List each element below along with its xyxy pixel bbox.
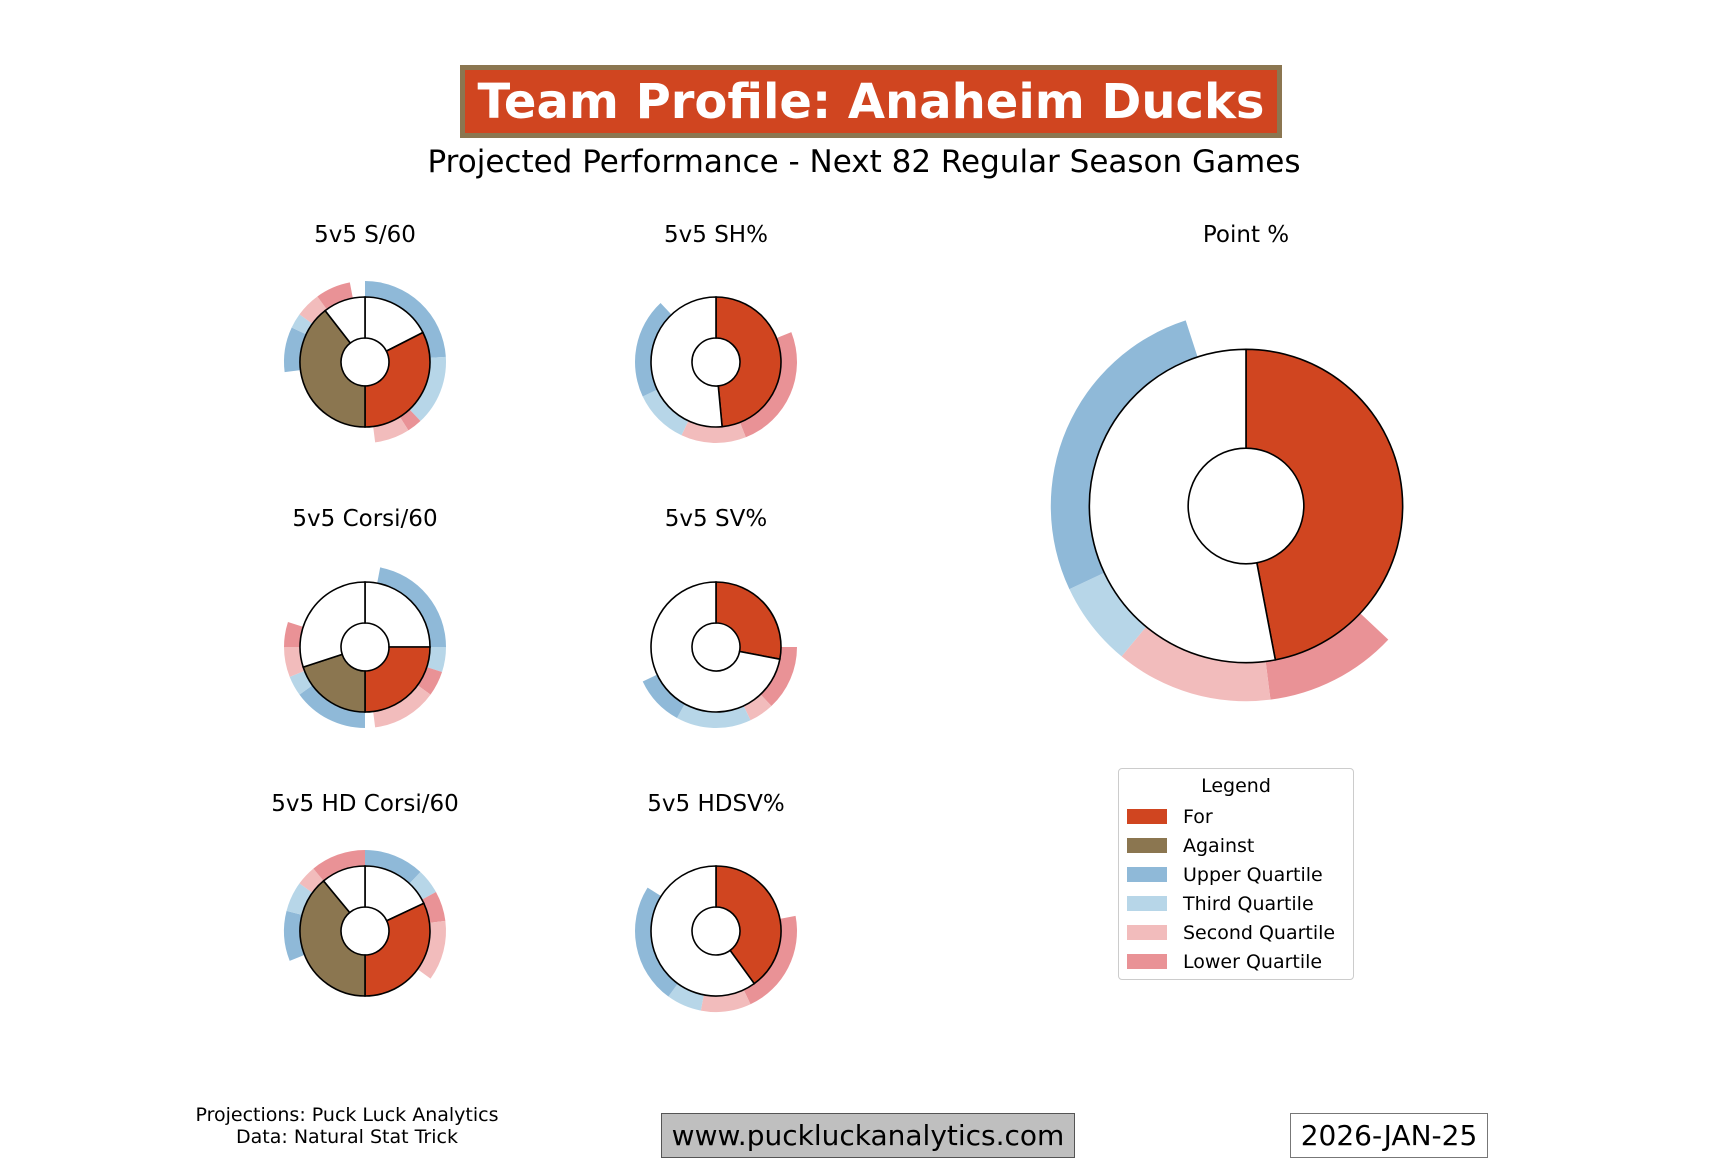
slice-against-5v5-hd-corsi-60-2 xyxy=(299,879,366,997)
legend-swatch-against xyxy=(1127,838,1167,853)
quartile-segment-second-5v5-hdsv-pct-2 xyxy=(700,989,751,1012)
legend-label-for: For xyxy=(1183,805,1213,828)
donut-chart-5v5-hdsv-pct: 5v5 HDSV% xyxy=(635,791,797,1012)
quartile-segment-lower-5v5-hd-corsi-60-8 xyxy=(313,850,365,881)
quartile-segment-lower-5v5-s-60-8 xyxy=(317,282,353,310)
quartile-segment-lower-5v5-hd-corsi-60-2 xyxy=(421,891,446,923)
quartile-segment-upper-5v5-hdsv-pct-4 xyxy=(635,887,678,997)
quartile-segment-third-5v5-s-60-6 xyxy=(291,314,313,335)
page-subtitle: Projected Performance - Next 82 Regular … xyxy=(427,144,1301,180)
chart-title-5v5-hdsv-pct: 5v5 HDSV% xyxy=(647,791,784,817)
quartile-segment-second-5v5-corsi-60-4 xyxy=(373,685,431,728)
slice-for-5v5-hd-corsi-60-1 xyxy=(364,902,431,997)
slice-against-empty-point-pct-1 xyxy=(1088,348,1277,664)
quartile-segment-upper-5v5-sh-pct-4 xyxy=(635,302,672,397)
quartile-segment-second-5v5-s-60-3 xyxy=(373,416,409,443)
legend-item-against: Against xyxy=(1127,831,1345,860)
legend-label-upper-quartile: Upper Quartile xyxy=(1183,863,1323,886)
footer-data-source: Data: Natural Stat Trick xyxy=(236,1126,458,1148)
quartile-segment-third-point-pct-3 xyxy=(1069,572,1147,657)
legend-item-second-quartile: Second Quartile xyxy=(1127,918,1345,947)
quartile-segment-upper-5v5-sv-pct-4 xyxy=(642,674,685,718)
footer-projections: Projections: Puck Luck Analytics xyxy=(195,1104,499,1126)
quartile-segment-upper-5v5-corsi-60-6 xyxy=(299,685,365,728)
slice-for-5v5-hdsv-pct-0 xyxy=(715,865,782,985)
chart-title-5v5-s-60: 5v5 S/60 xyxy=(314,222,416,248)
legend-swatch-lower-quartile xyxy=(1127,954,1167,969)
legend: Legend For Against Upper Quartile Third … xyxy=(1118,768,1354,980)
quartile-segment-third-5v5-sv-pct-3 xyxy=(676,703,751,728)
slice-for-empty-5v5-corsi-60-0 xyxy=(364,581,431,648)
slice-against-empty-5v5-sh-pct-1 xyxy=(650,296,723,428)
chart-title-5v5-corsi-60: 5v5 Corsi/60 xyxy=(292,506,437,532)
slice-against-5v5-corsi-60-2 xyxy=(302,653,366,713)
quartile-segment-second-5v5-s-60-7 xyxy=(299,296,327,324)
quartile-segment-second-point-pct-2 xyxy=(1121,626,1271,702)
legend-item-lower-quartile: Lower Quartile xyxy=(1127,947,1345,976)
quartile-segment-lower-point-pct-1 xyxy=(1265,613,1389,700)
donut-chart-5v5-corsi-60: 5v5 Corsi/60 xyxy=(284,506,446,728)
slice-against-empty-5v5-sv-pct-1 xyxy=(650,581,781,713)
quartile-segment-third-5v5-hd-corsi-60-6 xyxy=(286,883,313,915)
legend-title: Legend xyxy=(1201,775,1271,797)
quartile-segment-upper-5v5-hd-corsi-60-5 xyxy=(284,910,305,961)
slice-against-5v5-s-60-2 xyxy=(299,309,366,428)
donut-chart-5v5-sv-pct: 5v5 SV% xyxy=(642,506,797,728)
quartile-segment-upper-5v5-s-60-0 xyxy=(365,281,446,358)
legend-item-third-quartile: Third Quartile xyxy=(1127,889,1345,918)
slice-against-empty-5v5-hd-corsi-60-3 xyxy=(322,865,366,914)
chart-title-5v5-sh-pct: 5v5 SH% xyxy=(664,222,768,248)
footer-date: 2026-JAN-25 xyxy=(1290,1113,1488,1158)
quartile-segment-upper-point-pct-4 xyxy=(1050,320,1198,590)
quartile-segment-third-5v5-hd-corsi-60-1 xyxy=(409,871,436,900)
donut-chart-point-pct: Point % xyxy=(1050,222,1404,702)
donut-chart-5v5-hd-corsi-60: 5v5 HD Corsi/60 xyxy=(271,791,459,997)
legend-label-lower-quartile: Lower Quartile xyxy=(1183,950,1323,973)
slice-for-point-pct-0 xyxy=(1245,348,1404,661)
page-title: Team Profile: Anaheim Ducks xyxy=(460,65,1282,138)
slice-against-empty-5v5-corsi-60-3 xyxy=(299,581,366,669)
slice-for-5v5-s-60-1 xyxy=(364,331,431,428)
legend-item-for: For xyxy=(1127,802,1345,831)
donut-chart-5v5-sh-pct: 5v5 SH% xyxy=(635,222,797,443)
legend-item-upper-quartile: Upper Quartile xyxy=(1127,860,1345,889)
legend-swatch-for xyxy=(1127,809,1167,824)
quartile-segment-third-5v5-sh-pct-3 xyxy=(642,389,689,436)
footer-credits: Projections: Puck Luck Analytics Data: N… xyxy=(150,1104,544,1148)
legend-label-against: Against xyxy=(1183,834,1255,857)
slice-against-empty-5v5-s-60-3 xyxy=(324,296,366,345)
slice-against-empty-5v5-hdsv-pct-1 xyxy=(650,865,756,997)
legend-label-third-quartile: Third Quartile xyxy=(1183,892,1314,915)
donut-chart-5v5-s-60: 5v5 S/60 xyxy=(284,222,446,443)
quartile-segment-upper-5v5-s-60-5 xyxy=(284,327,307,373)
quartile-segment-lower-5v5-s-60-2 xyxy=(399,409,421,431)
slice-for-5v5-sv-pct-0 xyxy=(715,581,782,661)
legend-swatch-upper-quartile xyxy=(1127,867,1167,882)
legend-label-second-quartile: Second Quartile xyxy=(1183,921,1336,944)
legend-swatch-second-quartile xyxy=(1127,925,1167,940)
quartile-segment-lower-5v5-sv-pct-1 xyxy=(760,647,797,707)
quartile-segment-lower-5v5-corsi-60-3 xyxy=(417,667,443,695)
slice-for-5v5-corsi-60-1 xyxy=(364,646,431,713)
slice-for-5v5-sh-pct-0 xyxy=(715,296,782,428)
quartile-segment-second-5v5-corsi-60-8 xyxy=(284,647,305,677)
chart-title-5v5-hd-corsi-60: 5v5 HD Corsi/60 xyxy=(271,791,458,817)
footer-url[interactable]: www.puckluckanalytics.com xyxy=(661,1113,1075,1158)
quartile-segment-lower-5v5-corsi-60-9 xyxy=(284,621,304,647)
quartile-segment-second-5v5-sv-pct-2 xyxy=(743,694,772,721)
quartile-segment-third-5v5-s-60-1 xyxy=(409,356,446,422)
chart-title-5v5-sv-pct: 5v5 SV% xyxy=(665,506,767,532)
quartile-segment-upper-5v5-hd-corsi-60-0 xyxy=(365,850,421,884)
quartile-segment-second-5v5-hd-corsi-60-3 xyxy=(417,920,447,979)
quartile-segment-third-5v5-hdsv-pct-3 xyxy=(668,983,704,1011)
legend-swatch-third-quartile xyxy=(1127,896,1167,911)
quartile-segment-upper-5v5-corsi-60-1 xyxy=(377,567,446,647)
quartile-segment-second-5v5-hd-corsi-60-7 xyxy=(299,868,324,893)
chart-title-point-pct: Point % xyxy=(1203,222,1289,248)
quartile-segment-lower-5v5-sh-pct-1 xyxy=(739,332,797,438)
quartile-segment-third-5v5-corsi-60-2 xyxy=(426,647,446,673)
